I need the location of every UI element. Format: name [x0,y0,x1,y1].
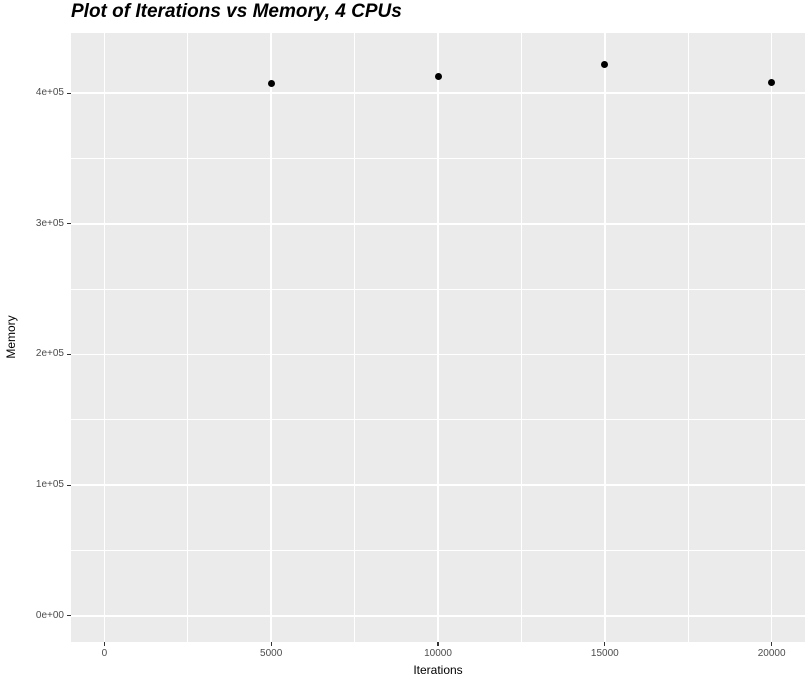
x-axis-title: Iterations [413,663,463,677]
x-tick-label: 0 [101,648,108,659]
grid-minor-x [521,33,522,642]
data-point [601,60,609,68]
y-tick-mark [67,484,71,486]
grid-major-y [71,92,805,94]
y-tick-label: 1e+05 [35,479,64,491]
x-tick-mark [103,642,105,646]
grid-major-x [270,33,272,642]
x-tick-mark [604,642,606,646]
grid-minor-x [187,33,189,642]
data-point [768,79,776,87]
y-tick-mark [67,353,71,356]
x-tick-mark [437,642,439,646]
plot-panel [71,33,805,642]
y-tick-mark [67,92,71,94]
x-tick-label: 5000 [260,648,283,659]
y-tick-mark [67,223,71,225]
y-axis-title: Memory [4,315,18,359]
data-point [434,72,442,80]
grid-major-x [437,33,439,642]
y-tick-label: 3e+05 [35,217,64,229]
grid-minor-x [687,33,689,642]
x-tick-mark [270,642,272,646]
chart-title: Plot of Iterations vs Memory, 4 CPUs [71,1,402,22]
grid-major-y [71,353,805,356]
y-tick-mark [67,615,71,617]
grid-major-y [71,223,805,225]
grid-major-y [71,615,805,617]
grid-major-x [604,33,606,642]
x-tick-label: 10000 [424,648,452,659]
x-tick-mark [771,642,773,646]
grid-major-y [71,484,805,486]
grid-minor-x [354,33,355,642]
x-tick-label: 15000 [590,648,619,659]
grid-major-x [103,33,106,642]
y-tick-label: 0e+00 [35,609,64,621]
x-tick-label: 20000 [757,648,786,659]
y-tick-label: 2e+05 [35,348,64,360]
grid-major-x [770,33,773,642]
data-point [267,80,275,88]
y-tick-label: 4e+05 [35,87,64,99]
